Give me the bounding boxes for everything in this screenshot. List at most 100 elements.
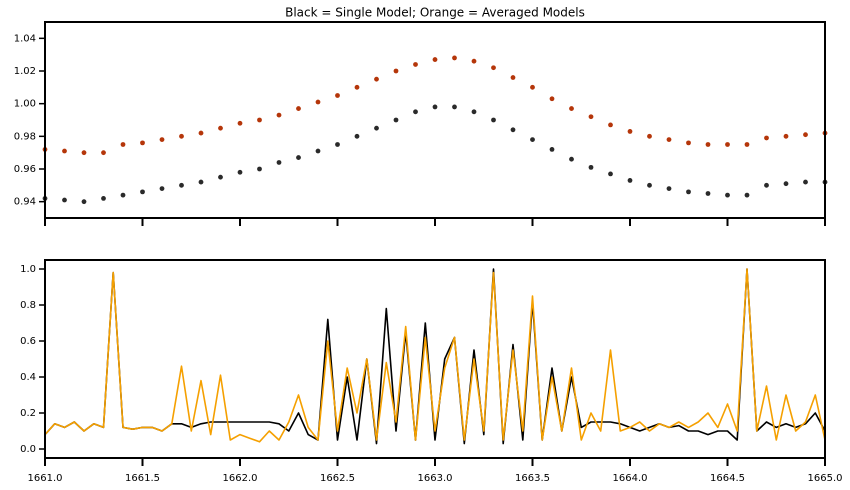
point [452,104,457,110]
point [510,127,516,133]
point [413,109,418,115]
y-tick-label: 0.96 [14,164,36,175]
x-tick-label: 1662.5 [320,473,355,484]
point [81,150,87,156]
point [725,142,730,147]
point [374,125,379,131]
point [764,182,769,188]
point [569,156,574,162]
point [140,140,145,146]
point [101,150,106,156]
point [705,142,711,147]
point [159,186,165,192]
y-tick-label: 0.94 [14,197,36,208]
x-tick-label: 1665.0 [808,473,843,484]
point [218,125,223,131]
point [744,192,750,198]
y-tick-label: 1.02 [14,66,36,77]
y-tick-label: 1.0 [20,264,36,275]
point [647,182,652,188]
point [491,117,496,123]
point [452,55,457,61]
point [686,189,691,195]
point [198,130,204,136]
point [413,62,418,67]
point [764,135,769,141]
x-tick-label: 1664.0 [613,473,648,484]
point [783,133,789,139]
point [354,84,360,90]
point [491,65,496,71]
point [159,137,165,143]
plot-frame [44,259,826,459]
x-tick-label: 1664.5 [710,473,745,484]
point [471,58,477,64]
point [374,76,379,82]
point [803,179,808,185]
point [218,174,223,180]
point [62,148,67,154]
line [44,268,826,443]
y-tick-label: 0.8 [20,300,36,311]
chart-title: Black = Single Model; Orange = Averaged … [285,6,585,20]
point [588,114,594,120]
line [44,268,826,445]
point [237,169,243,175]
point [627,129,633,134]
point [686,140,691,146]
point [608,122,613,128]
point [627,178,633,183]
point [335,142,340,147]
y-tick-label: 0.4 [20,372,36,383]
point [588,164,594,170]
y-tick-label: 0.2 [20,408,36,419]
y-tick-label: 1.00 [14,99,36,110]
point [471,109,477,115]
point [257,166,262,172]
point [237,120,243,126]
y-tick-label: 0.6 [20,336,36,347]
point [569,106,574,111]
x-tick-label: 1663.5 [515,473,550,484]
point [647,133,652,139]
point [335,93,340,98]
point [705,191,711,196]
point [315,99,321,105]
x-tick-label: 1661.0 [28,473,63,484]
point [81,199,87,205]
point [120,192,126,198]
x-tick-label: 1663.0 [418,473,453,484]
point [296,155,301,160]
point [744,142,750,147]
point [198,179,204,185]
point [783,181,789,187]
point [276,160,282,165]
y-tick-label: 1.04 [14,33,36,44]
point [549,96,555,102]
y-tick-label: 0.0 [20,444,36,455]
point [354,133,360,139]
point [803,132,808,138]
point [393,68,399,74]
point [315,148,321,154]
point [510,75,516,80]
point [549,147,555,152]
point [530,137,535,143]
point [666,186,672,192]
x-tick-label: 1661.5 [125,473,160,484]
point [393,117,399,123]
y-tick-label: 0.98 [14,131,36,142]
point [179,133,184,139]
point [62,197,67,203]
point [725,192,730,198]
x-tick-label: 1662.0 [223,473,258,484]
point [257,117,262,123]
point [179,182,184,188]
point [101,196,106,201]
point [296,106,301,111]
point [432,104,438,110]
point [140,189,145,195]
point [666,137,672,143]
